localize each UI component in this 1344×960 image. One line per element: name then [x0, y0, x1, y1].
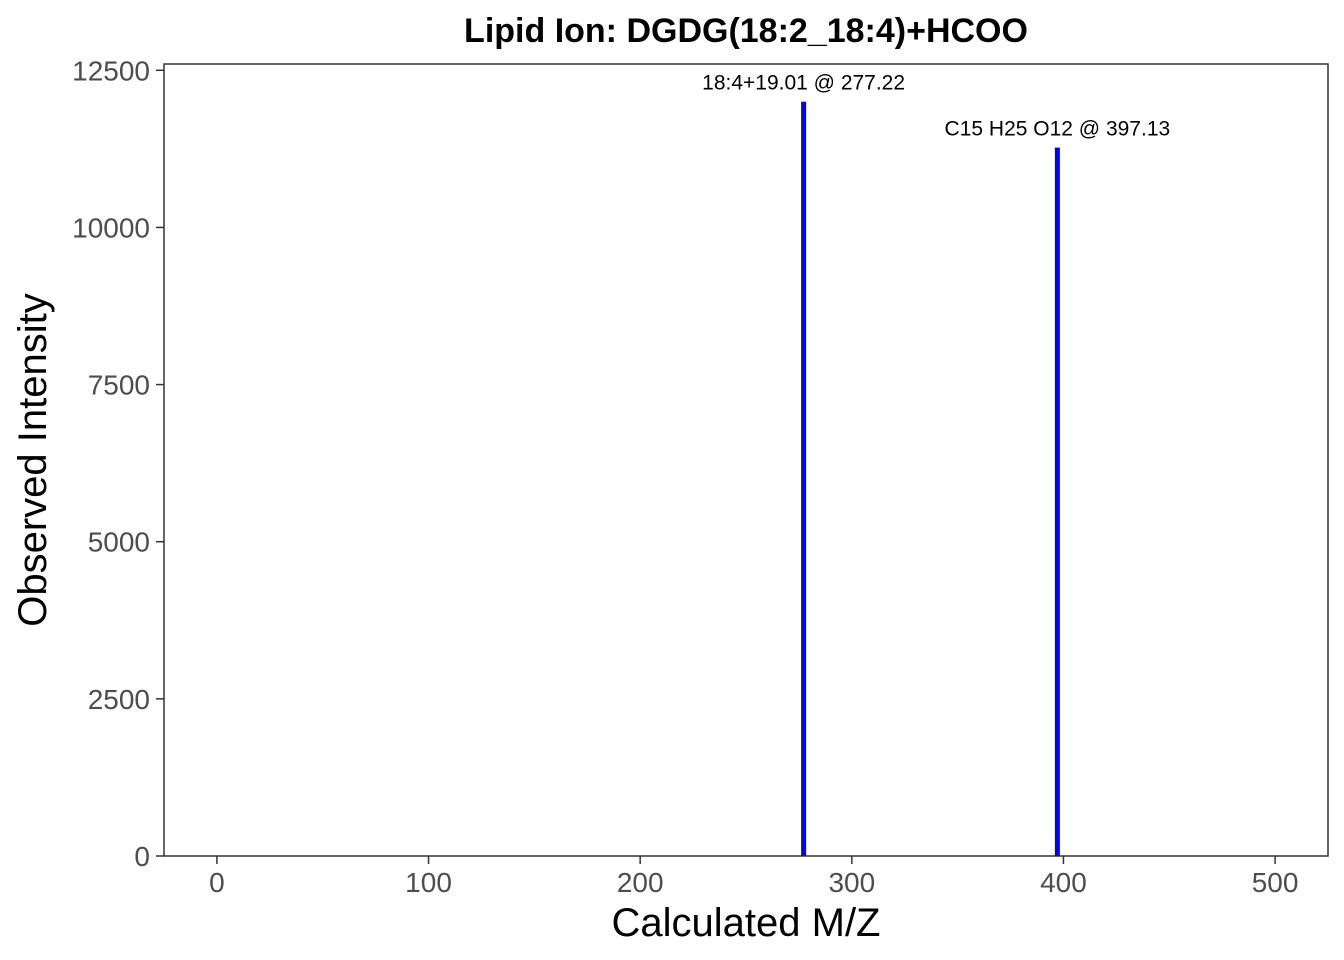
- y-axis: 0 2500 5000 7500 10000 12500: [72, 55, 164, 872]
- peak-bar: [801, 101, 807, 856]
- x-tick-label: 100: [405, 867, 452, 898]
- x-tick-label: 200: [617, 867, 664, 898]
- y-tick-label: 5000: [88, 527, 150, 558]
- plot-panel: [163, 63, 1329, 857]
- peak-label: C15 H25 O12 @ 397.13: [945, 118, 1171, 141]
- peaks: 18:4+19.01 @ 277.22 C15 H25 O12 @ 397.13: [702, 72, 1171, 857]
- y-tick-label: 0: [134, 841, 150, 872]
- y-axis-title: Observed Intensity: [11, 293, 55, 627]
- x-tick-label: 400: [1040, 867, 1087, 898]
- x-axis: 0 100 200 300 400 500: [209, 856, 1298, 898]
- x-axis-title: Calculated M/Z: [612, 901, 881, 945]
- chart-title: Lipid Ion: DGDG(18:2_18:4)+HCOO: [464, 12, 1028, 50]
- y-tick-label: 7500: [88, 370, 150, 401]
- y-tick-label: 2500: [88, 684, 150, 715]
- peak-label: 18:4+19.01 @ 277.22: [702, 72, 905, 95]
- x-tick-label: 0: [209, 867, 225, 898]
- x-tick-label: 500: [1252, 867, 1299, 898]
- y-tick-label: 12500: [72, 55, 150, 86]
- y-tick-label: 10000: [72, 212, 150, 243]
- x-tick-label: 300: [828, 867, 875, 898]
- peak-bar: [1054, 147, 1060, 857]
